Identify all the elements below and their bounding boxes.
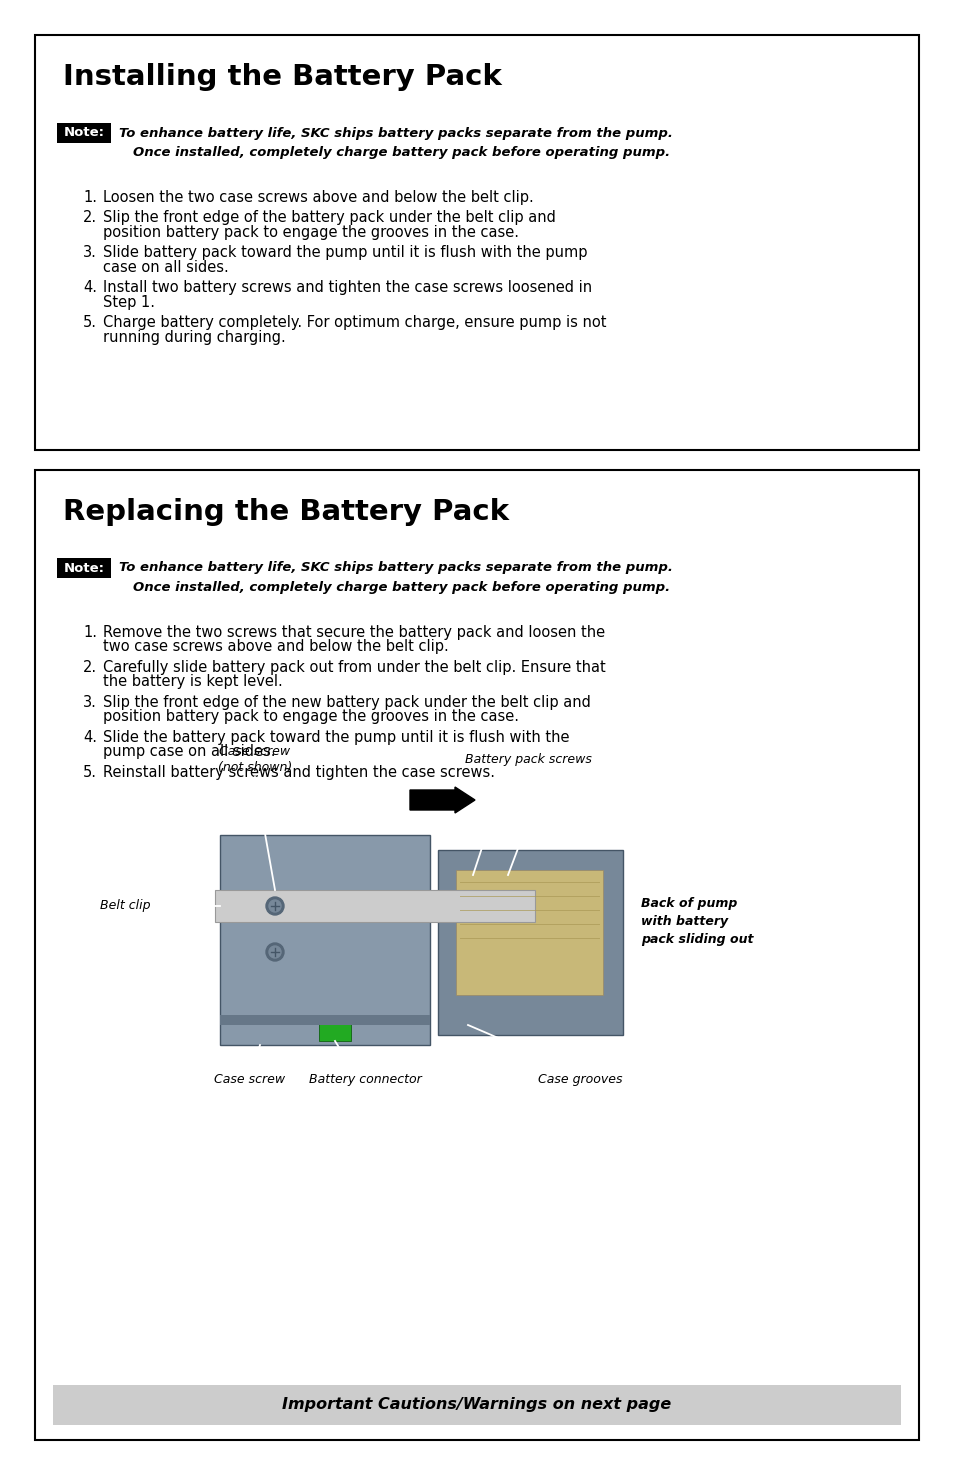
Text: Step 1.: Step 1.	[103, 295, 154, 310]
FancyBboxPatch shape	[437, 850, 622, 1035]
Text: Charge battery completely. For optimum charge, ensure pump is not: Charge battery completely. For optimum c…	[103, 316, 606, 330]
FancyBboxPatch shape	[57, 558, 111, 578]
FancyBboxPatch shape	[53, 1385, 900, 1425]
Text: two case screws above and below the belt clip.: two case screws above and below the belt…	[103, 640, 448, 655]
Text: Carefully slide battery pack out from under the belt clip. Ensure that: Carefully slide battery pack out from un…	[103, 659, 605, 676]
Circle shape	[269, 900, 281, 912]
FancyBboxPatch shape	[57, 122, 111, 143]
FancyBboxPatch shape	[220, 1015, 430, 1025]
Text: Loosen the two case screws above and below the belt clip.: Loosen the two case screws above and bel…	[103, 190, 533, 205]
Text: 5.: 5.	[83, 316, 97, 330]
FancyArrow shape	[410, 788, 475, 813]
Text: running during charging.: running during charging.	[103, 330, 286, 345]
Text: 4.: 4.	[83, 280, 97, 295]
Circle shape	[266, 943, 284, 962]
Text: 1.: 1.	[83, 190, 97, 205]
Text: Battery connector: Battery connector	[309, 1072, 421, 1086]
Text: Case grooves: Case grooves	[537, 1072, 621, 1086]
Text: Case screw: Case screw	[214, 1072, 285, 1086]
FancyBboxPatch shape	[214, 889, 535, 922]
Text: Slide the battery pack toward the pump until it is flush with the: Slide the battery pack toward the pump u…	[103, 730, 569, 745]
Text: Case screw: Case screw	[219, 745, 291, 758]
Text: To enhance battery life, SKC ships battery packs separate from the pump.: To enhance battery life, SKC ships batte…	[119, 562, 672, 574]
Text: Slip the front edge of the new battery pack under the belt clip and: Slip the front edge of the new battery p…	[103, 695, 590, 709]
Text: 2.: 2.	[83, 659, 97, 676]
FancyBboxPatch shape	[318, 1024, 351, 1041]
Text: Install two battery screws and tighten the case screws loosened in: Install two battery screws and tighten t…	[103, 280, 592, 295]
FancyBboxPatch shape	[35, 471, 918, 1440]
Text: Battery pack screws: Battery pack screws	[464, 754, 591, 766]
Text: 4.: 4.	[83, 730, 97, 745]
Text: Note:: Note:	[64, 562, 105, 574]
Text: 5.: 5.	[83, 766, 97, 780]
Text: Once installed, completely charge battery pack before operating pump.: Once installed, completely charge batter…	[132, 581, 669, 594]
Text: position battery pack to engage the grooves in the case.: position battery pack to engage the groo…	[103, 709, 518, 724]
FancyBboxPatch shape	[220, 835, 430, 1044]
Text: Remove the two screws that secure the battery pack and loosen the: Remove the two screws that secure the ba…	[103, 625, 604, 640]
Text: 3.: 3.	[83, 695, 97, 709]
FancyBboxPatch shape	[456, 870, 602, 996]
Text: Slip the front edge of the battery pack under the belt clip and: Slip the front edge of the battery pack …	[103, 211, 556, 226]
Text: Installing the Battery Pack: Installing the Battery Pack	[63, 63, 501, 91]
Circle shape	[269, 945, 281, 957]
Text: Belt clip: Belt clip	[100, 900, 150, 913]
FancyBboxPatch shape	[35, 35, 918, 450]
Text: 2.: 2.	[83, 211, 97, 226]
Text: Reinstall battery screws and tighten the case screws.: Reinstall battery screws and tighten the…	[103, 766, 495, 780]
Text: Slide battery pack toward the pump until it is flush with the pump: Slide battery pack toward the pump until…	[103, 245, 587, 261]
Text: 3.: 3.	[83, 245, 97, 261]
Text: To enhance battery life, SKC ships battery packs separate from the pump.: To enhance battery life, SKC ships batte…	[119, 127, 672, 140]
Circle shape	[266, 897, 284, 914]
Text: position battery pack to engage the grooves in the case.: position battery pack to engage the groo…	[103, 226, 518, 240]
Text: (not shown): (not shown)	[217, 761, 292, 774]
Text: Once installed, completely charge battery pack before operating pump.: Once installed, completely charge batter…	[132, 146, 669, 159]
Text: case on all sides.: case on all sides.	[103, 260, 229, 274]
Text: Important Cautions/Warnings on next page: Important Cautions/Warnings on next page	[282, 1397, 671, 1413]
Text: Replacing the Battery Pack: Replacing the Battery Pack	[63, 499, 509, 527]
Text: the battery is kept level.: the battery is kept level.	[103, 674, 282, 689]
Text: Back of pump
with battery
pack sliding out: Back of pump with battery pack sliding o…	[640, 897, 753, 947]
Text: pump case on all sides.: pump case on all sides.	[103, 745, 275, 760]
Text: 1.: 1.	[83, 625, 97, 640]
Text: Note:: Note:	[64, 127, 105, 140]
